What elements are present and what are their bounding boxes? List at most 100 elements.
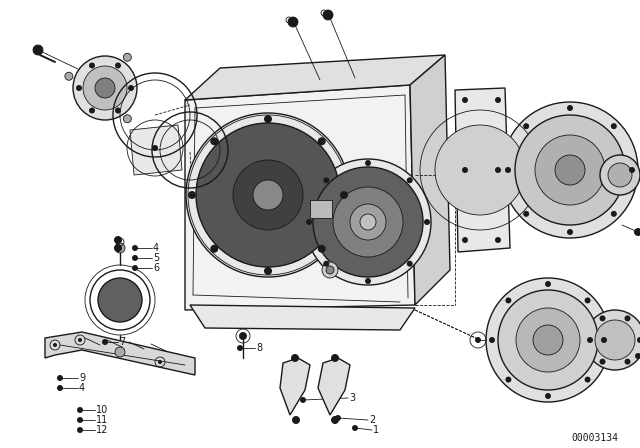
Circle shape — [196, 123, 340, 267]
Circle shape — [264, 267, 272, 275]
Circle shape — [65, 72, 73, 80]
Polygon shape — [410, 55, 450, 305]
Circle shape — [305, 159, 431, 285]
Circle shape — [365, 278, 371, 284]
Circle shape — [158, 360, 162, 364]
Circle shape — [211, 137, 218, 145]
Circle shape — [601, 337, 607, 343]
Circle shape — [584, 297, 591, 303]
Circle shape — [33, 45, 43, 55]
Circle shape — [292, 416, 300, 424]
Circle shape — [462, 167, 468, 173]
Text: 5: 5 — [153, 253, 159, 263]
Circle shape — [567, 105, 573, 111]
Circle shape — [114, 236, 122, 244]
Circle shape — [360, 214, 376, 230]
Text: 2: 2 — [369, 415, 375, 425]
Circle shape — [533, 325, 563, 355]
Circle shape — [53, 343, 57, 347]
Circle shape — [608, 163, 632, 187]
Circle shape — [89, 62, 95, 69]
Circle shape — [502, 102, 638, 238]
Circle shape — [625, 359, 630, 365]
Circle shape — [77, 427, 83, 433]
Circle shape — [600, 155, 640, 195]
Circle shape — [435, 125, 525, 215]
Circle shape — [306, 219, 312, 225]
Circle shape — [89, 108, 95, 113]
Circle shape — [595, 320, 635, 360]
Circle shape — [406, 177, 413, 183]
Circle shape — [317, 245, 326, 253]
Text: 1: 1 — [373, 425, 379, 435]
Polygon shape — [45, 332, 195, 375]
Circle shape — [323, 10, 333, 20]
Circle shape — [95, 78, 115, 98]
Text: 3: 3 — [349, 393, 355, 403]
Circle shape — [57, 385, 63, 391]
Circle shape — [317, 137, 326, 145]
Circle shape — [506, 297, 511, 303]
Circle shape — [331, 416, 339, 424]
Circle shape — [634, 228, 640, 236]
Polygon shape — [280, 358, 310, 415]
Circle shape — [78, 338, 82, 342]
Circle shape — [352, 425, 358, 431]
Circle shape — [585, 310, 640, 370]
Circle shape — [114, 244, 122, 252]
Circle shape — [515, 115, 625, 225]
Circle shape — [611, 123, 617, 129]
Polygon shape — [455, 88, 510, 252]
Circle shape — [326, 266, 334, 274]
Circle shape — [300, 397, 306, 403]
Circle shape — [611, 211, 617, 217]
Circle shape — [211, 245, 218, 253]
Circle shape — [587, 337, 593, 343]
Circle shape — [350, 204, 386, 240]
Circle shape — [253, 180, 283, 210]
Polygon shape — [130, 125, 182, 175]
Circle shape — [489, 337, 495, 343]
Circle shape — [629, 167, 635, 173]
Circle shape — [77, 407, 83, 413]
Circle shape — [495, 167, 501, 173]
Circle shape — [288, 17, 298, 27]
Circle shape — [115, 62, 121, 69]
Circle shape — [98, 278, 142, 322]
Polygon shape — [318, 358, 350, 415]
Circle shape — [313, 167, 423, 277]
Circle shape — [239, 332, 247, 340]
Circle shape — [506, 377, 511, 383]
Circle shape — [555, 155, 585, 185]
Circle shape — [132, 245, 138, 251]
Circle shape — [152, 145, 158, 151]
Circle shape — [331, 354, 339, 362]
Circle shape — [323, 261, 330, 267]
Text: 12: 12 — [96, 425, 108, 435]
Polygon shape — [190, 305, 415, 330]
Circle shape — [83, 66, 127, 110]
Circle shape — [498, 290, 598, 390]
Polygon shape — [185, 85, 415, 310]
Circle shape — [406, 261, 413, 267]
Circle shape — [233, 160, 303, 230]
Text: 6: 6 — [153, 263, 159, 273]
Text: 10: 10 — [96, 405, 108, 415]
Text: 8: 8 — [256, 343, 262, 353]
Circle shape — [264, 115, 272, 123]
Circle shape — [365, 160, 371, 166]
Circle shape — [637, 337, 640, 343]
Circle shape — [73, 56, 137, 120]
Circle shape — [76, 85, 82, 91]
Circle shape — [625, 315, 630, 321]
Circle shape — [115, 108, 121, 113]
Circle shape — [186, 113, 350, 277]
Circle shape — [124, 53, 131, 61]
Circle shape — [600, 315, 605, 321]
Circle shape — [128, 85, 134, 91]
Circle shape — [635, 353, 640, 359]
Circle shape — [523, 211, 529, 217]
Circle shape — [77, 417, 83, 423]
Circle shape — [584, 377, 591, 383]
Text: 4: 4 — [153, 243, 159, 253]
